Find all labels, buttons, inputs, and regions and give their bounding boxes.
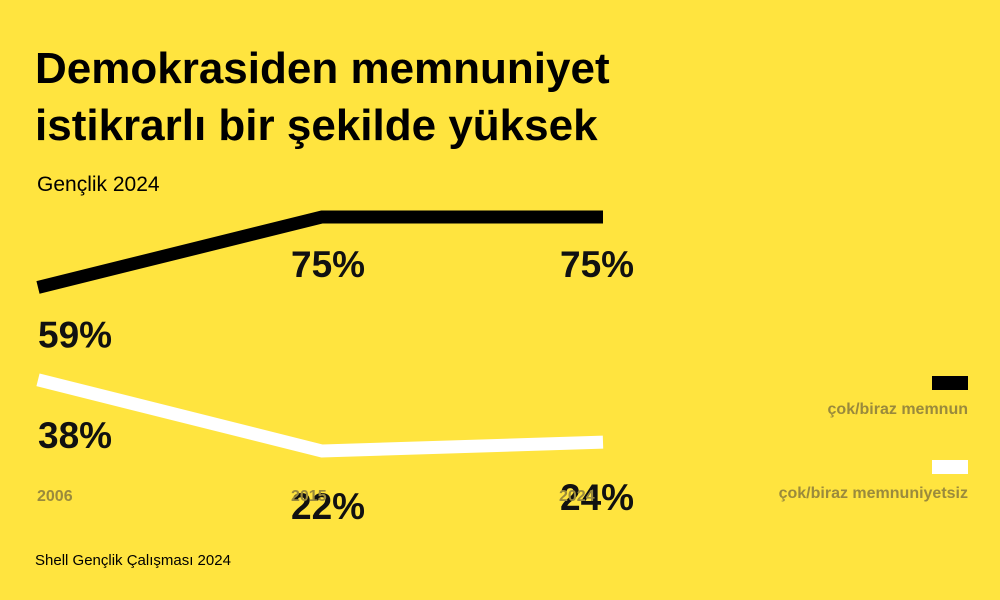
chart-title: Demokrasiden memnuniyet istikrarlı bir ş… [35,40,755,154]
title-line-2: istikrarlı bir şekilde yüksek [35,101,598,150]
data-label-satisfied-2015: 75% [291,244,365,285]
legend-label-satisfied: çok/biraz memnun [828,401,968,418]
title-line-1: Demokrasiden memnuniyet [35,44,610,93]
x-tick-2006: 2006 [37,488,73,505]
data-label-dissatisfied-2015: 22% [291,486,365,527]
series-line-satisfied [36,210,603,294]
legend-label-dissatisfied: çok/biraz memnuniyetsiz [779,485,968,502]
legend-swatch-dissatisfied [932,460,968,474]
data-label-satisfied-2006: 59% [38,314,112,355]
series-line-dissatisfied [36,373,604,458]
data-label-dissatisfied-2024: 24% [560,477,634,518]
chart-subtitle: Gençlik 2024 [37,173,160,196]
legend-swatch-satisfied [932,376,968,390]
source-note: Shell Gençlik Çalışması 2024 [35,552,231,569]
data-label-satisfied-2024: 75% [560,244,634,285]
x-tick-2024: 2024 [559,488,595,505]
x-tick-2015: 2015 [291,488,327,505]
data-label-dissatisfied-2006: 38% [38,415,112,456]
